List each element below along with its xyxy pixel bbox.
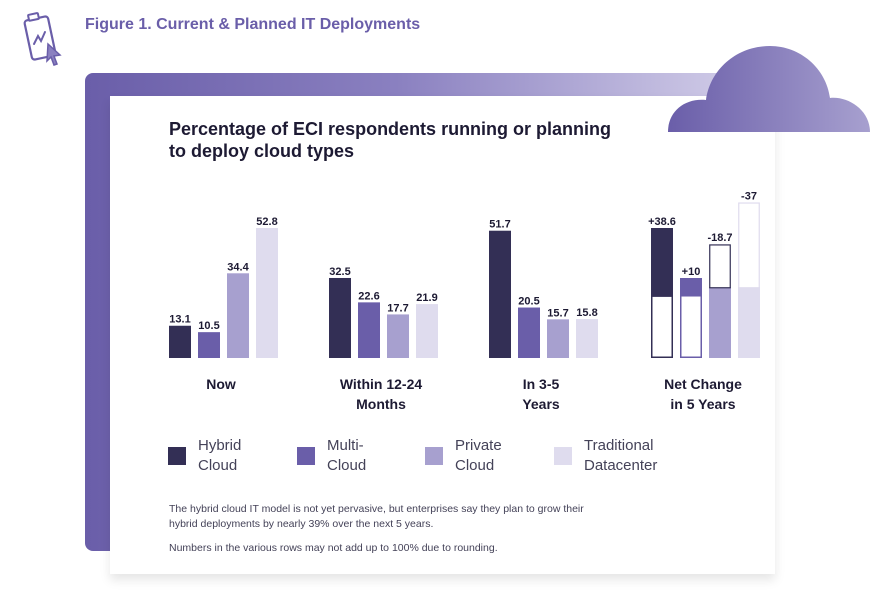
category-label-2: Within 12-24 Months	[306, 374, 456, 414]
category-label-line: Now	[206, 376, 236, 392]
bar-multi-net-change	[680, 278, 702, 297]
bar-private-2	[387, 314, 409, 358]
legend-label-hybrid: Hybrid Cloud	[198, 437, 242, 474]
data-label-hybrid-2: 32.5	[329, 266, 350, 278]
bar-hybrid-2	[329, 277, 351, 358]
data-label-multi-1: 10.5	[198, 320, 219, 332]
footnote-line-2: hybrid deployments by nearly 39% over th…	[169, 518, 434, 530]
category-label-line: Net Change	[664, 376, 742, 392]
data-label-hybrid-4: +38.6	[648, 216, 676, 228]
legend-label-traditional: Traditional Datacenter	[584, 437, 658, 474]
category-label-line: In 3-5	[522, 376, 560, 392]
bar-outline-private-net-change	[709, 244, 731, 289]
legend-item-traditional: Traditional Datacenter	[554, 436, 674, 476]
legend-swatch-multi	[297, 447, 315, 465]
data-label-hybrid-3: 51.7	[489, 219, 510, 231]
legend-label-private: Private Cloud	[455, 437, 502, 474]
bar-multi-2	[358, 302, 380, 358]
data-label-private-4: -18.7	[707, 232, 732, 244]
chart-card	[110, 96, 775, 574]
bar-outline-traditional-net-change	[738, 202, 760, 289]
footnote-line-1: The hybrid cloud IT model is not yet per…	[169, 503, 584, 515]
data-label-multi-3: 20.5	[518, 296, 539, 308]
bar-hybrid-1	[169, 325, 191, 358]
bar-traditional-3	[576, 319, 598, 358]
bar-traditional-net-change	[738, 287, 760, 358]
cloud-icon	[668, 46, 870, 132]
legend-item-private: Private Cloud	[425, 436, 545, 476]
legend-swatch-private	[425, 447, 443, 465]
category-label-line: Within 12-24	[339, 376, 423, 392]
data-label-traditional-4: -37	[741, 190, 757, 202]
legend-label-multi: Multi- Cloud	[327, 437, 367, 474]
bar-traditional-1	[256, 228, 278, 358]
data-label-multi-2: 22.6	[358, 290, 379, 302]
data-label-private-3: 15.7	[547, 307, 568, 319]
bar-private-net-change	[709, 287, 731, 358]
category-label-line: Months	[356, 396, 406, 412]
bar-hybrid-3	[489, 230, 511, 358]
legend-swatch-hybrid	[168, 447, 186, 465]
bar-outline-hybrid-net-change	[651, 228, 673, 358]
bar-outline-multi-net-change	[680, 278, 702, 358]
category-label-3: In 3-5 Years	[466, 374, 616, 414]
bar-multi-1	[198, 332, 220, 358]
bar-private-1	[227, 273, 249, 358]
bar-traditional-2	[416, 304, 438, 358]
legend-swatch-traditional	[554, 447, 572, 465]
legend-item-hybrid: Hybrid Cloud	[168, 436, 288, 476]
bar-multi-3	[518, 307, 540, 358]
chart-title: Percentage of ECI respondents running or…	[169, 119, 612, 161]
category-label-4: Net Change in 5 Years	[628, 374, 778, 414]
bar-hybrid-net-change	[651, 228, 673, 297]
data-label-private-1: 34.4	[227, 261, 249, 273]
bar-private-3	[547, 319, 569, 358]
data-label-traditional-2: 21.9	[416, 292, 437, 304]
category-label-line: Years	[522, 396, 560, 412]
data-label-multi-4: +10	[682, 266, 701, 278]
tablet-cursor-icon	[23, 12, 62, 66]
data-label-traditional-3: 15.8	[576, 307, 597, 319]
data-label-traditional-1: 52.8	[256, 216, 277, 228]
category-label-1: Now	[146, 374, 296, 394]
data-label-hybrid-1: 13.1	[169, 314, 190, 326]
legend-item-multi: Multi- Cloud	[297, 436, 417, 476]
footnote-line-3: Numbers in the various rows may not add …	[169, 542, 498, 554]
figure-title: Figure 1. Current & Planned IT Deploymen…	[85, 16, 421, 33]
data-label-private-2: 17.7	[387, 302, 408, 314]
category-label-line: in 5 Years	[670, 396, 736, 412]
